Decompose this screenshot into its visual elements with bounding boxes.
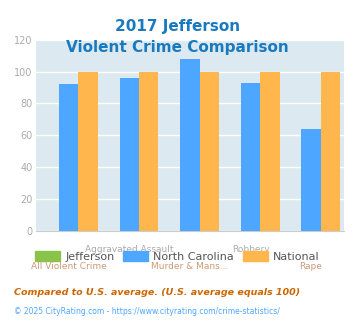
Bar <box>180 59 200 231</box>
Text: Rape: Rape <box>300 262 322 271</box>
Bar <box>301 129 321 231</box>
Text: Aggravated Assault: Aggravated Assault <box>85 245 174 254</box>
Text: Compared to U.S. average. (U.S. average equals 100): Compared to U.S. average. (U.S. average … <box>14 287 300 297</box>
Bar <box>78 72 98 231</box>
Bar <box>120 78 139 231</box>
Text: All Violent Crime: All Violent Crime <box>31 262 107 271</box>
Bar <box>59 84 78 231</box>
Bar <box>139 72 158 231</box>
Text: © 2025 CityRating.com - https://www.cityrating.com/crime-statistics/: © 2025 CityRating.com - https://www.city… <box>14 307 280 316</box>
Text: 2017 Jefferson: 2017 Jefferson <box>115 19 240 34</box>
Legend: Jefferson, North Carolina, National: Jefferson, North Carolina, National <box>31 247 324 267</box>
Bar <box>260 72 279 231</box>
Bar <box>241 83 260 231</box>
Bar <box>321 72 340 231</box>
Bar <box>200 72 219 231</box>
Text: Murder & Mans...: Murder & Mans... <box>151 262 229 271</box>
Text: Robbery: Robbery <box>232 245 269 254</box>
Text: Violent Crime Comparison: Violent Crime Comparison <box>66 40 289 55</box>
